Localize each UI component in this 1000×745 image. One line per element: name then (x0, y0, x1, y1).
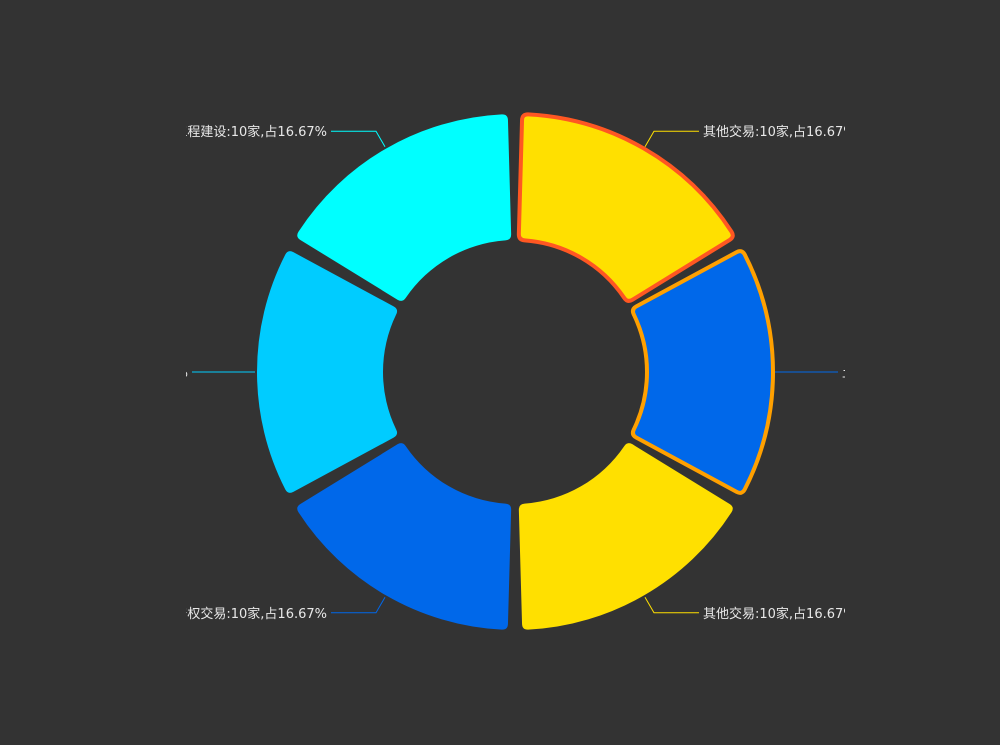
donut-slice-5[interactable] (257, 251, 398, 493)
donut-slice-label-6: 工程建设:10家,占16.67% (174, 124, 327, 140)
donut-slice-label-1: 其他交易:10家,占16.67% (703, 124, 856, 140)
donut-leader-line-1 (644, 130, 699, 148)
donut-leader-line-4 (331, 596, 386, 614)
donut-slice-2[interactable] (630, 249, 775, 495)
donut-slice-label-5: 工程建设:10家,占16.67% (35, 365, 188, 381)
donut-slice-3[interactable] (518, 443, 733, 630)
donut-slice-label-2: 土地交易:10家,占16.67% (842, 365, 995, 381)
donut-leader-line-6 (331, 130, 386, 148)
donut-leader-line-3 (644, 596, 699, 614)
donut-slice-label-4: 产权交易:10家,占16.67% (174, 606, 327, 622)
donut-slice-6[interactable] (297, 114, 512, 301)
donut-slice-1[interactable] (516, 112, 735, 303)
donut-slice-label-3: 其他交易:10家,占16.67% (703, 606, 856, 622)
donut-slice-4[interactable] (297, 443, 512, 630)
